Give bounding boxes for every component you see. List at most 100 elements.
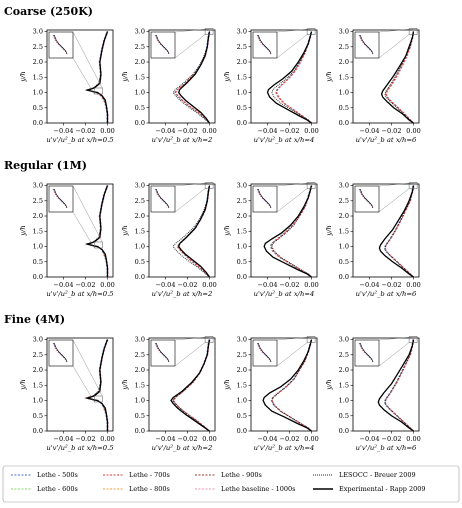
zoom-connector: [276, 188, 308, 213]
series-lethe-line: [86, 31, 108, 123]
inset-box: [354, 339, 380, 367]
zoom-region: [94, 87, 103, 95]
axes-frame: [148, 337, 216, 432]
series-lethe-line: [176, 185, 210, 277]
inset-box: [48, 185, 74, 213]
inset-box: [48, 339, 74, 367]
inset-box: [48, 31, 74, 59]
zoom-connector: [72, 365, 95, 403]
axes-frame: [250, 29, 318, 124]
zoom-region: [94, 241, 103, 249]
row-title-coarse: Coarse (250K): [4, 5, 93, 18]
zoom-connector: [174, 34, 206, 59]
x-tick-label: 0.00: [100, 281, 114, 289]
y-tick-label: 0.0: [135, 427, 145, 435]
zoom-connector: [378, 188, 410, 213]
series-lethe-line: [271, 185, 313, 277]
series-line: [177, 185, 211, 277]
inset-curve: [53, 34, 68, 55]
y-axis-label: y/h: [19, 71, 27, 83]
series-lethe-line: [86, 339, 109, 431]
zoom-region: [408, 182, 418, 189]
y-tick-label: 2.5: [33, 43, 43, 51]
y-tick-label: 1.5: [237, 73, 247, 81]
zoom-connector: [378, 336, 418, 341]
series-line: [170, 339, 211, 431]
y-tick-label: 3.0: [339, 336, 349, 344]
x-tick-label: 0.00: [202, 435, 216, 443]
y-tick-label: 2.0: [33, 58, 43, 66]
x-tick-label: 0.00: [406, 281, 420, 289]
series-line: [380, 31, 415, 123]
zoom-connector: [378, 34, 410, 59]
series-lethe-line: [271, 339, 313, 431]
y-axis-label: y/h: [121, 71, 129, 83]
axes-frame: [352, 183, 420, 278]
inset-curve: [359, 342, 374, 363]
inset-curve: [53, 188, 68, 209]
series-lethe-line: [177, 185, 211, 277]
x-tick-label: −0.02: [382, 281, 402, 289]
x-tick-label: −0.02: [280, 127, 300, 135]
series-lethe-line: [385, 339, 415, 431]
y-tick-label: 2.0: [237, 212, 247, 220]
series-line: [384, 185, 414, 277]
y-tick-label: 1.0: [237, 243, 247, 251]
x-axis-label: u'v'/u²_b at x/h=4: [254, 444, 315, 452]
x-tick-label: −0.02: [280, 435, 300, 443]
y-tick-label: 0.5: [33, 104, 43, 112]
axes-frame: [250, 183, 318, 278]
subplot-fine-col1: 0.0 0.5 1.0 1.5 2.0 2.5 3.0 −0.04 −0.02 0.00u'v'/…: [19, 336, 115, 452]
series-line: [384, 31, 414, 123]
y-tick-label: 2.5: [135, 351, 145, 359]
y-tick-label: 0.5: [33, 412, 43, 420]
y-axis-label: y/h: [121, 379, 129, 391]
x-axis-label: u'v'/u²_b at x/h=0.5: [46, 290, 113, 298]
inset-box: [252, 31, 278, 59]
x-tick-label: 0.00: [406, 435, 420, 443]
y-tick-label: 2.0: [339, 58, 349, 66]
series-line: [266, 31, 313, 123]
y-tick-label: 0.5: [135, 412, 145, 420]
y-tick-label: 0.5: [33, 258, 43, 266]
y-tick-label: 1.5: [135, 227, 145, 235]
x-tick-label: −0.04: [156, 281, 176, 289]
legend-label: Lethe - 500s: [37, 471, 78, 479]
y-tick-label: 3.0: [237, 28, 247, 36]
series-lethe-line: [386, 31, 415, 123]
subplot-regular-col3: 0.0 0.5 1.0 1.5 2.0 2.5 3.0 −0.04 −0.02 0.00u'v'/…: [223, 182, 319, 298]
inset-box: [354, 185, 380, 213]
zoom-region: [94, 395, 103, 403]
y-tick-label: 0.0: [33, 119, 43, 127]
y-tick-label: 1.0: [339, 89, 349, 97]
subplot-coarse-col1: 0.0 0.5 1.0 1.5 2.0 2.5 3.0 −0.04 −0.02 0.00u'v'/…: [19, 28, 115, 144]
legend-label: LESOCC - Breuer 2009: [339, 471, 416, 479]
y-tick-label: 1.5: [237, 381, 247, 389]
zoom-connector: [174, 336, 214, 341]
subplot-coarse-col4: 0.0 0.5 1.0 1.5 2.0 2.5 3.0 −0.04 −0.02 0.00u'v'/…: [325, 28, 421, 144]
y-tick-label: 2.0: [237, 58, 247, 66]
x-axis-label: u'v'/u²_b at x/h=0.5: [46, 136, 113, 144]
y-tick-label: 0.0: [33, 273, 43, 281]
y-tick-label: 3.0: [33, 336, 43, 344]
y-tick-label: 3.0: [237, 336, 247, 344]
series-lethe-line: [177, 185, 211, 277]
zoom-region: [204, 336, 214, 343]
x-tick-label: −0.04: [156, 127, 176, 135]
y-axis-label: y/h: [19, 225, 27, 237]
y-tick-label: 0.0: [33, 427, 43, 435]
y-tick-label: 1.0: [339, 397, 349, 405]
y-tick-label: 3.0: [237, 182, 247, 190]
y-tick-label: 2.0: [339, 212, 349, 220]
inset-curve: [359, 188, 374, 209]
series-lethe-line: [85, 185, 109, 277]
x-tick-label: 0.00: [304, 127, 318, 135]
y-tick-label: 1.0: [237, 397, 247, 405]
series-lethe-line: [172, 339, 210, 431]
legend: Lethe - 500s Lethe - 600s Lethe - 700s Leth…: [2, 465, 460, 503]
x-tick-label: −0.02: [76, 435, 96, 443]
y-tick-label: 0.5: [339, 104, 349, 112]
zoom-connector: [276, 336, 316, 341]
y-tick-label: 0.5: [237, 104, 247, 112]
y-tick-label: 0.5: [339, 412, 349, 420]
